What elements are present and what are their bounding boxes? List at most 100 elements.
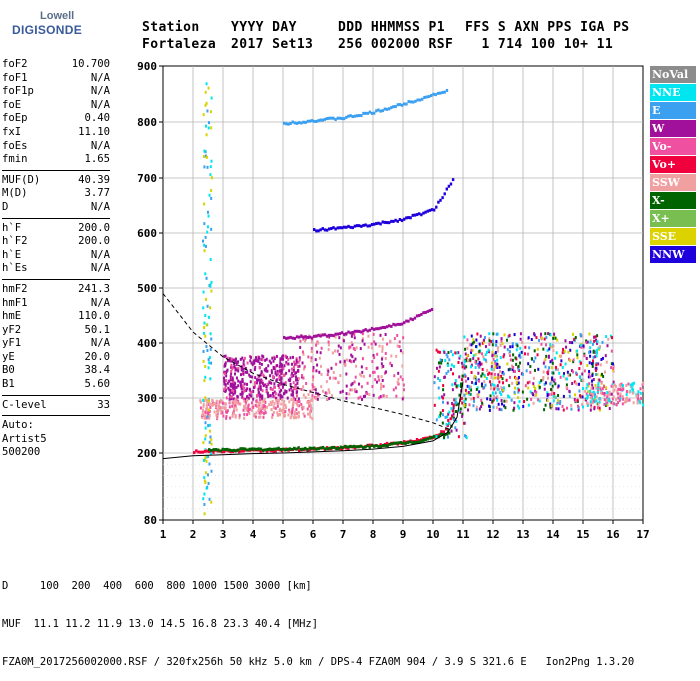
trace-point [336, 116, 339, 120]
echo-dot [621, 395, 624, 399]
echo-dot [231, 382, 234, 386]
trace-point [433, 403, 436, 407]
echo-dot [209, 173, 212, 177]
echo-dot [483, 357, 486, 361]
trace-point [415, 437, 419, 441]
echo-dot [204, 434, 207, 438]
trace-point [464, 352, 467, 356]
echo-dot [585, 392, 588, 396]
echo-dot [206, 165, 209, 169]
echo-dot [291, 410, 294, 414]
echo-dot [521, 372, 524, 376]
trace-point [302, 120, 305, 124]
echo-dot [265, 366, 268, 370]
echo-dot [513, 369, 516, 373]
echo-dot [606, 344, 609, 348]
echo-dot [468, 392, 471, 396]
echo-dot [232, 409, 235, 413]
echo-dot [496, 362, 499, 366]
echo-dot [320, 372, 323, 376]
trace-point [445, 427, 448, 431]
echo-dot [271, 413, 274, 417]
echo-dot [203, 492, 206, 496]
trace-point [459, 410, 462, 414]
echo-dot [204, 272, 207, 276]
echo-dot [598, 396, 601, 400]
echo-dot [266, 369, 269, 373]
echo-dot [280, 382, 283, 386]
echo-dot [472, 356, 475, 360]
echo-dot [245, 396, 248, 400]
echo-dot [583, 369, 586, 373]
trace-point [445, 353, 448, 357]
trace-point [336, 332, 339, 336]
echo-dot [535, 336, 538, 340]
echo-dot [552, 399, 555, 403]
echo-dot [319, 364, 322, 368]
trace-point [445, 422, 448, 426]
echo-dot [583, 354, 586, 358]
echo-dot [555, 365, 558, 369]
echo-dot [293, 416, 296, 420]
echo-dot [293, 365, 296, 369]
echo-dot [259, 400, 262, 404]
echo-dot [591, 392, 594, 396]
echo-dot [283, 411, 286, 415]
echo-dot [570, 403, 573, 407]
trace-point [355, 445, 358, 449]
echo-dot [401, 351, 404, 355]
echo-dot [499, 390, 502, 394]
echo-dot [552, 371, 555, 375]
trace-point [381, 325, 384, 329]
trace-point [323, 333, 327, 337]
echo-dot [292, 374, 295, 378]
echo-dot [297, 397, 300, 401]
echo-dot [220, 400, 223, 404]
echo-dot [284, 381, 287, 385]
trace-point [310, 119, 314, 123]
param-key: hmF2 [2, 282, 28, 295]
trace-point [368, 328, 372, 332]
echo-dot [487, 348, 490, 352]
echo-dot [565, 345, 568, 349]
echo-dot [516, 344, 519, 348]
echo-dot [478, 342, 481, 346]
echo-dot [243, 416, 246, 420]
trace-point [259, 449, 262, 453]
echo-dot [615, 398, 618, 402]
trace-point [440, 430, 443, 434]
echo-dot [263, 404, 266, 408]
echo-dot [580, 345, 583, 349]
echo-dot [390, 364, 393, 368]
trace-point [420, 439, 423, 443]
echo-dot [606, 395, 609, 399]
echo-dot [253, 368, 256, 372]
echo-dot [542, 370, 545, 374]
trace-point [368, 224, 372, 228]
echo-dot [596, 334, 599, 338]
trace-point [355, 329, 359, 333]
param-value: 10.700 [71, 58, 110, 70]
trace-point [412, 100, 415, 104]
echo-dot [474, 360, 477, 364]
echo-dot [612, 395, 615, 399]
echo-dot [241, 377, 244, 381]
echo-dot [259, 393, 262, 397]
echo-dot [204, 244, 207, 248]
trace-point [411, 441, 414, 445]
trace-point [208, 448, 211, 452]
echo-dot [468, 343, 471, 347]
trace-point [274, 449, 277, 453]
trace-point [295, 447, 298, 451]
trace-point [287, 336, 290, 340]
echo-dot [638, 398, 641, 402]
trace-point [427, 95, 431, 99]
echo-dot [276, 411, 279, 415]
echo-dot [402, 336, 405, 340]
param-divider [2, 278, 110, 280]
echo-dot [316, 363, 319, 367]
trace-point [317, 333, 320, 337]
echo-dot [597, 387, 600, 391]
trace-point [415, 213, 419, 217]
echo-dot [203, 243, 206, 247]
